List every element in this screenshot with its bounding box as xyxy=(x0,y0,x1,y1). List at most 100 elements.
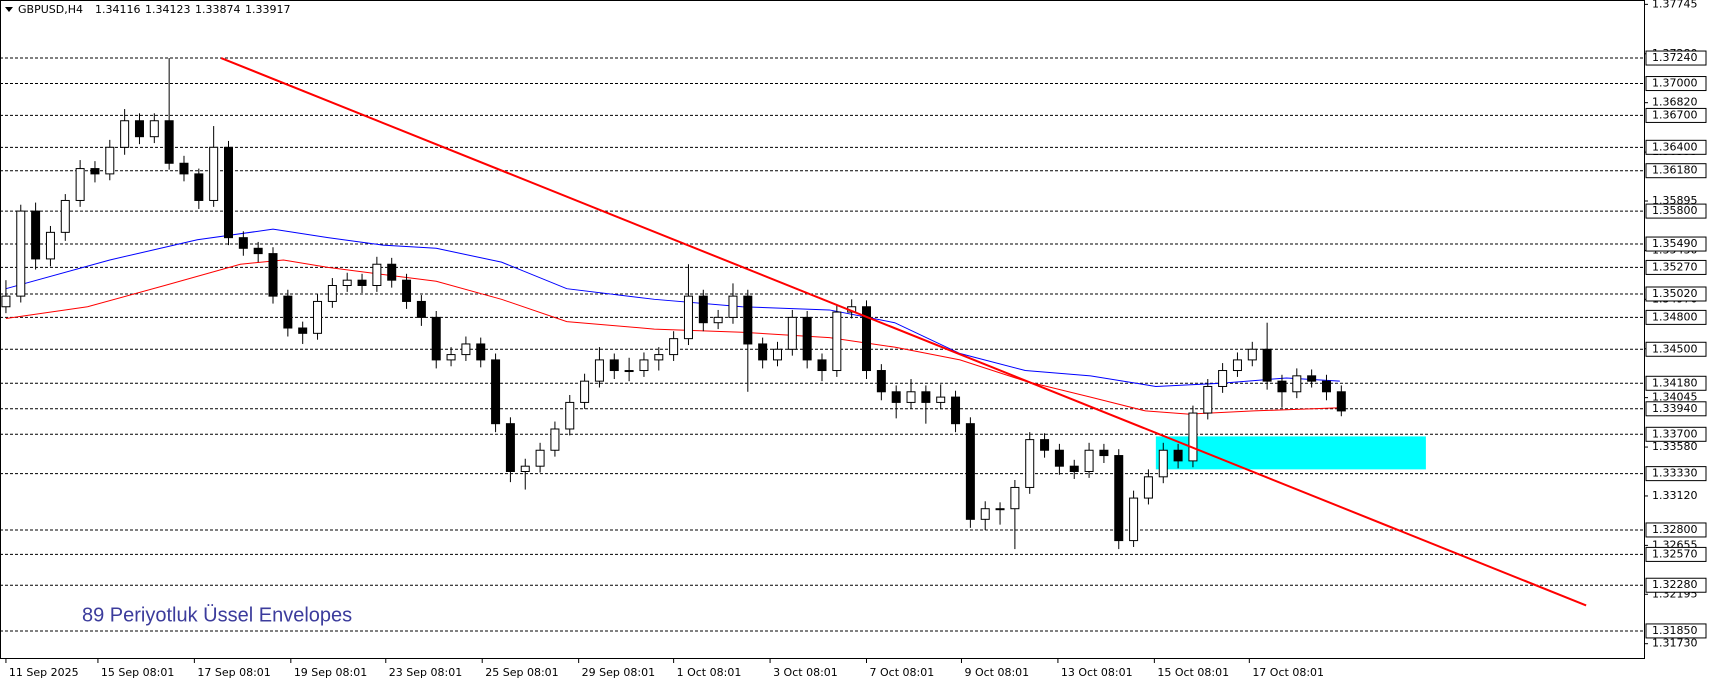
candle-body xyxy=(624,370,634,373)
level-label-box xyxy=(1645,522,1707,538)
candle-body xyxy=(995,508,1005,511)
candle-body xyxy=(179,162,189,175)
candle-body xyxy=(758,343,768,361)
x-tick-label: 3 Oct 08:01 xyxy=(773,666,838,679)
level-label-box xyxy=(1645,401,1707,417)
level-label-box xyxy=(1645,139,1707,155)
candle-body xyxy=(327,284,337,302)
ohlc-close: 1.33917 xyxy=(245,3,291,16)
candle-body xyxy=(1336,391,1346,412)
level-label: 1.35020 xyxy=(1652,287,1698,300)
y-tick-label: 1.31730 xyxy=(1652,637,1698,650)
candle-body xyxy=(906,391,916,403)
envelope-line xyxy=(5,259,1340,415)
level-label-box xyxy=(1645,76,1707,92)
level-label: 1.36180 xyxy=(1652,164,1698,177)
candle-body xyxy=(446,354,456,361)
candle-body xyxy=(120,120,130,148)
candle-body xyxy=(268,253,278,297)
candle-body xyxy=(787,316,797,350)
level-label: 1.36400 xyxy=(1652,140,1698,153)
candle-body xyxy=(16,210,26,297)
candle-body xyxy=(565,401,575,430)
candle-body xyxy=(1277,380,1287,393)
candle-body xyxy=(580,380,590,403)
level-label-box xyxy=(1645,50,1707,66)
plot-frame xyxy=(0,0,1645,659)
candle-body xyxy=(1099,449,1109,457)
y-tick-label: 1.33120 xyxy=(1652,489,1698,502)
x-tick-label: 29 Sep 08:01 xyxy=(582,666,655,679)
level-label: 1.33330 xyxy=(1652,467,1698,480)
x-tick-label: 7 Oct 08:01 xyxy=(870,666,935,679)
candle-body xyxy=(654,354,664,361)
x-tick-label: 17 Sep 08:01 xyxy=(197,666,270,679)
candle-body xyxy=(965,423,975,520)
level-label-box xyxy=(1645,426,1707,442)
y-tick-label: 1.33580 xyxy=(1652,440,1698,453)
candle-body xyxy=(876,370,886,393)
level-label-box xyxy=(1645,203,1707,219)
candle-body xyxy=(1114,455,1124,542)
level-label: 1.32800 xyxy=(1652,523,1698,536)
level-label: 1.34800 xyxy=(1652,310,1698,323)
zone xyxy=(1155,436,1426,470)
candle-body xyxy=(669,338,679,356)
candle-body xyxy=(951,396,961,425)
candle-body xyxy=(1292,375,1302,393)
candle-body xyxy=(461,343,471,356)
candle-body xyxy=(1232,359,1242,372)
candle-body xyxy=(921,391,931,403)
level-label: 1.37240 xyxy=(1652,51,1698,64)
level-label: 1.35270 xyxy=(1652,260,1698,273)
candle-body xyxy=(1010,486,1020,510)
candle-body xyxy=(1069,465,1079,473)
menu-icon[interactable] xyxy=(5,7,13,12)
candle-body xyxy=(1040,439,1050,451)
y-tick-label: 1.37745 xyxy=(1652,0,1698,10)
candle-body xyxy=(105,146,115,175)
candle-body xyxy=(416,300,426,318)
level-label-box xyxy=(1645,259,1707,275)
candle-body xyxy=(862,306,872,372)
candle-body xyxy=(1321,380,1331,393)
candle-body xyxy=(1158,449,1168,478)
candle-body xyxy=(1262,348,1272,382)
level-label: 1.36700 xyxy=(1652,108,1698,121)
level-label-box xyxy=(1645,163,1707,179)
candle-body xyxy=(45,231,55,260)
trendline xyxy=(220,57,1587,607)
level-label-box xyxy=(1645,107,1707,123)
candle-body xyxy=(1129,497,1139,542)
candle-body xyxy=(149,120,159,138)
ohlc-low: 1.33874 xyxy=(195,3,241,16)
level-label: 1.33700 xyxy=(1652,427,1698,440)
candle-body xyxy=(209,146,219,201)
candle-body xyxy=(75,168,85,201)
candle-body xyxy=(743,295,753,345)
candle-body xyxy=(1247,348,1257,361)
candle-body xyxy=(134,120,144,138)
candle-body xyxy=(698,295,708,324)
candle-body xyxy=(891,391,901,403)
candle-body xyxy=(283,295,293,329)
x-tick-label: 13 Oct 08:01 xyxy=(1061,666,1133,679)
candle-body xyxy=(817,359,827,372)
plot-area xyxy=(0,57,1644,632)
level-label: 1.31850 xyxy=(1652,624,1698,637)
candle-body xyxy=(609,359,619,372)
symbol: GBPUSD,H4 xyxy=(18,3,83,16)
x-tick-label: 23 Sep 08:01 xyxy=(389,666,462,679)
candle-body xyxy=(313,300,323,334)
x-tick-label: 1 Oct 08:01 xyxy=(677,666,742,679)
candle-body xyxy=(90,168,100,175)
candle-body xyxy=(520,465,530,473)
candle-body xyxy=(802,316,812,361)
level-label-box xyxy=(1645,466,1707,482)
candle-body xyxy=(431,316,441,361)
candle-body xyxy=(1054,449,1064,467)
level-label: 1.34180 xyxy=(1652,376,1698,389)
candle-body xyxy=(936,396,946,403)
